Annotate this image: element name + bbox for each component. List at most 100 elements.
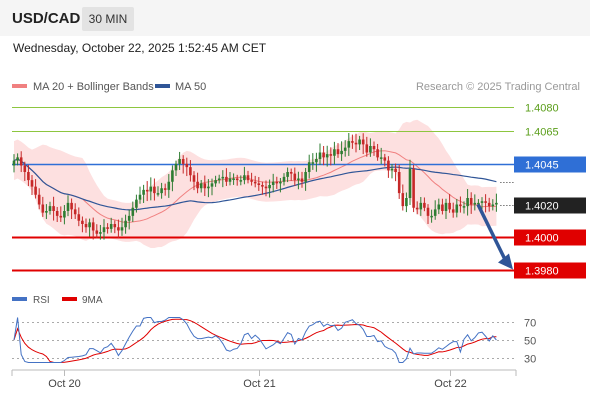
candle-body xyxy=(189,167,192,176)
candle-body xyxy=(160,188,163,194)
candle-body xyxy=(145,189,149,192)
candle-body xyxy=(99,232,102,234)
candle-body xyxy=(405,198,408,207)
candle-body xyxy=(451,209,455,213)
candle-body xyxy=(185,163,189,168)
candle-body xyxy=(271,181,275,185)
candle-body xyxy=(246,175,250,181)
candle-body xyxy=(210,183,214,187)
candle-body xyxy=(477,202,480,205)
candle-body xyxy=(415,207,419,210)
candle-body xyxy=(149,186,153,192)
candle-body xyxy=(153,186,156,194)
candle-body xyxy=(351,141,354,143)
candle-body xyxy=(30,180,34,187)
candle-body xyxy=(167,181,171,190)
price-levels: 1.4080 1.4065 1.4045 1.4020 1.4000 1.3980 xyxy=(12,103,586,279)
candle-body xyxy=(138,194,142,200)
candle-body xyxy=(293,173,297,181)
candle-body xyxy=(59,215,63,218)
candle-body xyxy=(45,211,48,213)
level-tag-1.4045 xyxy=(514,156,586,173)
candle-body xyxy=(340,150,343,155)
timeframe-button[interactable]: 30 MIN xyxy=(82,7,134,31)
candle-body xyxy=(466,198,469,207)
rsi-line xyxy=(13,317,497,363)
x-tick-label-1: Oct 20 xyxy=(48,378,80,390)
candle-body xyxy=(315,159,318,163)
candle-body xyxy=(275,181,279,184)
x-tick-label-3: Oct 22 xyxy=(434,378,466,390)
candle-body xyxy=(383,157,387,161)
symbol-title: USD/CAD xyxy=(12,10,81,27)
candle-body xyxy=(243,175,246,181)
candle-body xyxy=(27,172,30,181)
ma20-legend-label: MA 20 + Bollinger Bands xyxy=(33,81,154,93)
candle-body xyxy=(117,227,120,231)
candle-body xyxy=(437,204,441,210)
candle-body xyxy=(423,202,426,208)
candle-body xyxy=(48,206,52,211)
candle-body xyxy=(433,209,437,216)
candle-body xyxy=(354,142,358,145)
rsi-legend-label: RSI xyxy=(33,295,50,306)
candle-body xyxy=(192,175,196,182)
candle-body xyxy=(347,141,351,148)
candle-body xyxy=(441,204,444,211)
candle-body xyxy=(131,207,135,216)
candle-body xyxy=(203,183,207,189)
candle-body xyxy=(91,222,95,231)
candle-body xyxy=(199,183,203,189)
candle-body xyxy=(73,209,77,215)
candle-body xyxy=(221,176,225,179)
header-bar: USD/CAD 30 MIN xyxy=(0,0,590,36)
level-label-1.4000: 1.4000 xyxy=(525,233,559,245)
candle-body xyxy=(196,181,199,189)
candle-body xyxy=(322,152,325,158)
x-tick-label-2: Oct 21 xyxy=(243,378,275,390)
candle-body xyxy=(109,224,113,229)
candle-body xyxy=(257,183,261,185)
level-tag-1.3980 xyxy=(514,262,586,279)
candle-body xyxy=(401,193,405,207)
level-label-1.4020: 1.4020 xyxy=(525,201,559,213)
candle-body xyxy=(207,186,210,189)
candle-body xyxy=(487,202,491,207)
candle-body xyxy=(127,215,131,221)
candle-body xyxy=(361,139,365,145)
candle-body xyxy=(480,201,484,203)
candle-body xyxy=(387,160,390,171)
candle-body xyxy=(390,168,394,171)
candle-body xyxy=(408,168,412,198)
candle-body xyxy=(239,180,243,182)
candle-body xyxy=(228,178,232,182)
candle-body xyxy=(268,185,271,189)
candle-body xyxy=(412,168,415,208)
candle-body xyxy=(376,149,379,158)
rsi-ma-legend-label: 9MA xyxy=(82,295,103,306)
level-label-1.3980: 1.3980 xyxy=(525,266,559,278)
candle-body xyxy=(473,202,477,205)
candle-body xyxy=(444,202,448,211)
candle-body xyxy=(264,186,268,189)
candle-body xyxy=(394,168,397,172)
candle-body xyxy=(261,185,264,187)
candle-body xyxy=(372,146,376,150)
candle-body xyxy=(41,204,45,213)
candle-body xyxy=(19,157,23,166)
candle-body xyxy=(156,193,160,195)
candle-body xyxy=(142,189,145,195)
candle-body xyxy=(23,165,27,172)
candle-body xyxy=(297,178,300,181)
candle-body xyxy=(55,211,59,216)
candle-body xyxy=(52,206,55,211)
candle-body xyxy=(16,157,19,161)
candle-body xyxy=(217,178,221,181)
level-label-1.4045: 1.4045 xyxy=(525,160,559,172)
candle-body xyxy=(329,154,333,156)
forecast-arrow-head xyxy=(498,253,513,270)
rsi-ma-line xyxy=(13,318,497,363)
candle-body xyxy=(120,227,124,231)
candle-body xyxy=(379,157,383,159)
candle-body xyxy=(430,215,433,218)
